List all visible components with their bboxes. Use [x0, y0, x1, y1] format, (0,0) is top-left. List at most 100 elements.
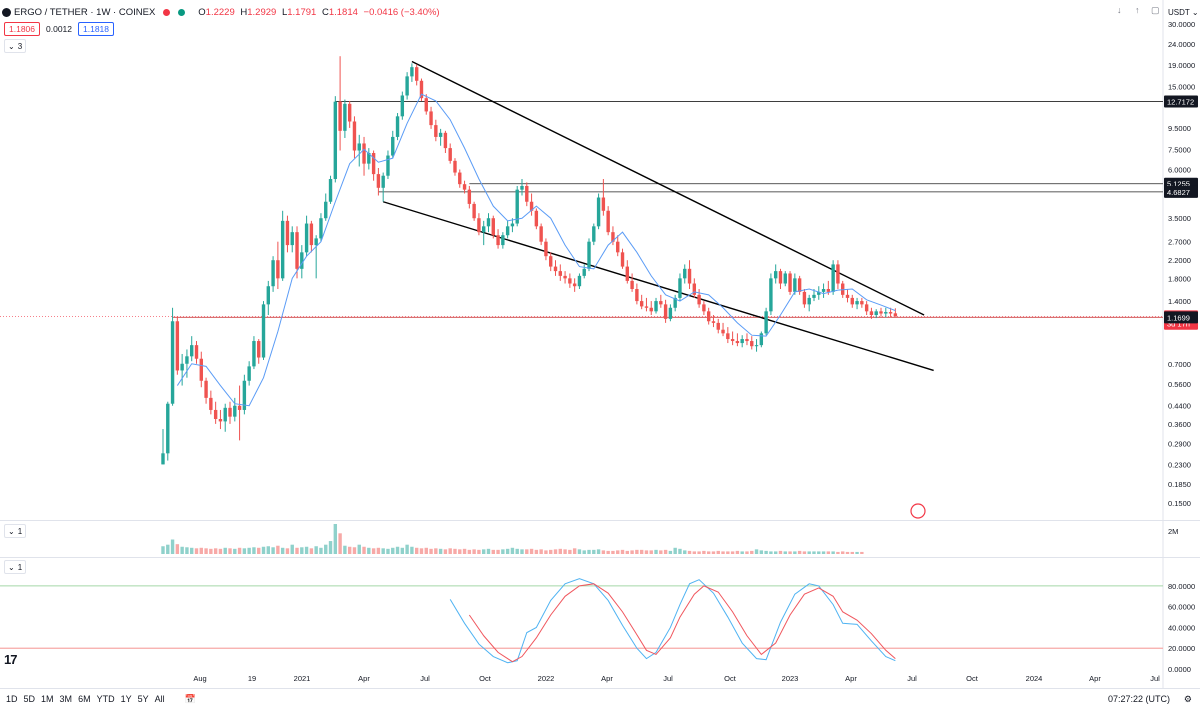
timeframe-5d[interactable]: 5D	[23, 694, 36, 704]
candle-body[interactable]	[467, 189, 472, 204]
candle-body[interactable]	[611, 232, 615, 242]
candle-body[interactable]	[639, 301, 644, 307]
candle-body[interactable]	[328, 179, 333, 202]
candle-body[interactable]	[218, 419, 223, 422]
candle-body[interactable]	[592, 226, 596, 242]
settings-icon[interactable]: ⚙	[1183, 693, 1192, 704]
candle-body[interactable]	[750, 341, 754, 347]
candle-body[interactable]	[175, 321, 180, 371]
candle-body[interactable]	[486, 218, 491, 227]
candle-body[interactable]	[563, 275, 567, 279]
candle-body[interactable]	[166, 403, 170, 454]
candle-body[interactable]	[324, 201, 328, 219]
candle-body[interactable]	[864, 304, 869, 312]
candle-body[interactable]	[228, 407, 232, 417]
candle-body[interactable]	[343, 103, 347, 131]
candle-body[interactable]	[190, 345, 194, 357]
candle-body[interactable]	[836, 264, 840, 284]
currency-selector[interactable]: USDT ⌄	[1168, 8, 1199, 17]
candle-body[interactable]	[233, 405, 237, 417]
candle-body[interactable]	[333, 101, 338, 180]
candle-body[interactable]	[223, 407, 227, 422]
candle-body[interactable]	[826, 289, 831, 292]
candle-body[interactable]	[558, 271, 562, 276]
candle-body[interactable]	[491, 218, 495, 236]
candle-body[interactable]	[788, 273, 792, 292]
candle-body[interactable]	[783, 273, 787, 284]
candle-body[interactable]	[773, 271, 778, 279]
candle-body[interactable]	[472, 203, 476, 219]
timeframe-6m[interactable]: 6M	[78, 694, 91, 704]
timeframe-3m[interactable]: 3M	[59, 694, 73, 704]
candle-body[interactable]	[257, 341, 261, 358]
candle-body[interactable]	[209, 397, 213, 410]
candle-body[interactable]	[855, 301, 859, 305]
symbol-title[interactable]: ERGO / TETHER · 1W · COINEX	[14, 6, 156, 18]
candle-body[interactable]	[213, 409, 218, 420]
candle-body[interactable]	[520, 185, 524, 190]
candle-body[interactable]	[683, 268, 687, 279]
candle-body[interactable]	[247, 366, 251, 381]
candle-body[interactable]	[381, 175, 385, 188]
timeframe-1d[interactable]: 1D	[6, 694, 18, 704]
candle-body[interactable]	[726, 333, 730, 340]
utc-clock[interactable]: 07:27:22 (UTC)	[1107, 694, 1170, 704]
candle-body[interactable]	[185, 356, 189, 364]
candle-body[interactable]	[295, 232, 299, 269]
candle-body[interactable]	[845, 294, 850, 298]
candle-body[interactable]	[429, 111, 433, 126]
candle-body[interactable]	[769, 278, 773, 312]
timeframe-1m[interactable]: 1M	[41, 694, 54, 704]
candle-body[interactable]	[754, 345, 759, 347]
candle-body[interactable]	[706, 311, 711, 322]
candle-body[interactable]	[276, 260, 280, 279]
buy-price-button[interactable]: 1.1818	[78, 21, 114, 36]
candle-body[interactable]	[678, 278, 682, 298]
candle-body[interactable]	[821, 289, 826, 292]
timeframe-ytd[interactable]: YTD	[96, 694, 115, 704]
candle-body[interactable]	[659, 301, 663, 305]
candle-body[interactable]	[764, 311, 768, 334]
candle-body[interactable]	[668, 307, 673, 319]
candle-body[interactable]	[697, 294, 701, 305]
candle-body[interactable]	[793, 278, 797, 292]
oscillator-pane-toggle[interactable]: ⌄ 1	[4, 560, 27, 574]
candle-body[interactable]	[319, 218, 323, 239]
candle-body[interactable]	[510, 223, 515, 227]
candle-body[interactable]	[888, 312, 893, 314]
candle-body[interactable]	[601, 197, 606, 211]
candle-body[interactable]	[347, 103, 352, 122]
candle-body[interactable]	[194, 345, 199, 359]
candle-body[interactable]	[606, 210, 610, 233]
candle-body[interactable]	[587, 241, 591, 269]
candle-body[interactable]	[807, 297, 811, 305]
candle-body[interactable]	[740, 339, 744, 344]
candle-body[interactable]	[434, 125, 438, 137]
candle-body[interactable]	[252, 341, 256, 367]
candle-body[interactable]	[620, 252, 625, 267]
candle-body[interactable]	[391, 136, 395, 156]
candle-body[interactable]	[539, 226, 543, 242]
candle-body[interactable]	[501, 235, 505, 246]
pane-separator[interactable]	[0, 557, 1200, 558]
candle-body[interactable]	[395, 116, 400, 137]
candle-body[interactable]	[649, 307, 653, 312]
candle-body[interactable]	[850, 297, 854, 305]
candle-body[interactable]	[711, 321, 716, 323]
candle-body[interactable]	[266, 286, 271, 305]
candle-body[interactable]	[204, 380, 208, 398]
candle-body[interactable]	[414, 67, 419, 81]
date-range-icon[interactable]: 📅	[184, 693, 196, 704]
candle-body[interactable]	[654, 301, 658, 312]
indicators-toggle[interactable]: ⌄ 3	[4, 39, 27, 53]
candle-body[interactable]	[635, 289, 639, 302]
timeframe-5y[interactable]: 5Y	[137, 694, 149, 704]
candle-body[interactable]	[534, 210, 539, 227]
candle-body[interactable]	[352, 121, 357, 151]
candle-body[interactable]	[424, 98, 428, 112]
candle-body[interactable]	[300, 252, 304, 269]
trend-line[interactable]	[411, 60, 925, 316]
candle-body[interactable]	[625, 266, 630, 281]
sell-price-button[interactable]: 1.1806	[4, 21, 40, 36]
candle-body[interactable]	[644, 306, 649, 308]
